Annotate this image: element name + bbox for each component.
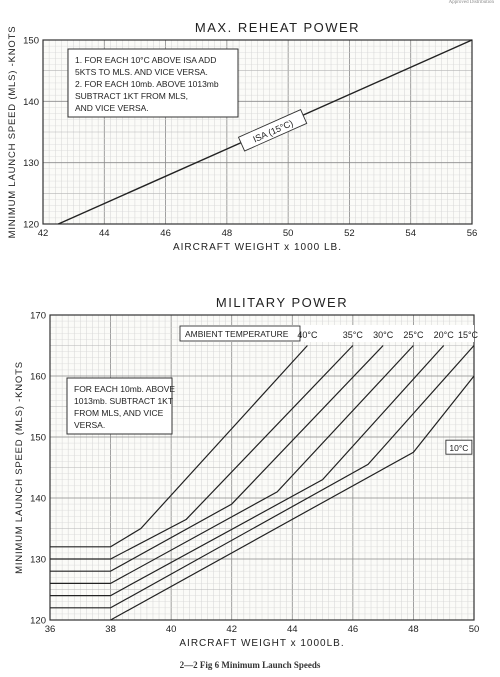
legend: AMBIENT TEMPERATURE 40°C 35°C 30°C 25°C 20°C 1… [179, 325, 479, 342]
series-line-15c [50, 345, 475, 609]
series-line-10c [110, 375, 475, 621]
header-corner-text: Approved Distribution [448, 0, 494, 5]
plot-frame [42, 39, 473, 225]
legend-title-box [179, 325, 301, 342]
x-tick-label: 52 [344, 228, 355, 239]
series-label-box-10c [445, 439, 473, 455]
x-tick-label: 46 [348, 624, 359, 635]
legend-label-40c: 40°C [297, 330, 318, 340]
military-power-chart: 36 38 40 42 44 46 48 50 120 130 140 150 160 170 MILITA… [14, 295, 480, 649]
x-tick-label: 44 [287, 624, 298, 635]
series-line-40c [50, 345, 308, 548]
x-tick-label: 42 [38, 228, 49, 239]
x-tick-label: 40 [166, 624, 177, 635]
note-line: 5KTS TO MLS. AND VICE VERSA. [75, 67, 208, 77]
legend-label-30c: 30°C [373, 330, 394, 340]
notes-box [66, 377, 173, 435]
x-tick-label: 48 [222, 228, 233, 239]
note-line: 2. FOR EACH 10mb. ABOVE 1013mb [75, 79, 219, 89]
legend-background [180, 325, 474, 342]
series-line-25c [50, 345, 414, 584]
y-tick-label: 120 [30, 616, 46, 627]
note-line: SUBTRACT 1KT FROM MLS, [75, 91, 188, 101]
chart-title: MAX. REHEAT POWER [195, 20, 360, 35]
y-tick-label: 160 [30, 372, 46, 383]
note-line: VERSA. [74, 420, 105, 430]
legend-label-25c: 25°C [403, 330, 424, 340]
y-tick-label: 140 [23, 97, 39, 108]
figure-caption: 2—2 Fig 6 Minimum Launch Speeds [179, 660, 321, 670]
series-label-10c: 10°C [449, 443, 468, 453]
x-tick-label: 42 [226, 624, 237, 635]
legend-label-35c: 35°C [343, 330, 364, 340]
max-reheat-power-chart: 42 44 46 48 50 52 54 56 120 130 140 150 MAX. REHEAT … [7, 20, 478, 253]
x-tick-label: 46 [160, 228, 171, 239]
y-axis-label: MINIMUM LAUNCH SPEED (MLS) -KNOTS [14, 361, 25, 574]
x-tick-label: 54 [405, 228, 416, 239]
series-label-box [237, 109, 308, 152]
x-tick-label: 48 [408, 624, 419, 635]
series-line-30c [50, 345, 384, 572]
x-axis-label: AIRCRAFT WEIGHT x 1000 LB. [173, 242, 342, 253]
y-tick-label: 130 [23, 158, 39, 169]
notes-box [67, 48, 239, 118]
x-tick-label: 56 [467, 228, 478, 239]
legend-label-15c: 15°C [458, 330, 479, 340]
x-tick-label: 50 [469, 624, 480, 635]
note-line: FOR EACH 10mb. ABOVE [74, 384, 175, 394]
note-line: 1013mb. SUBTRACT 1KT [74, 396, 173, 406]
y-tick-label: 120 [23, 220, 39, 231]
y-tick-label: 130 [30, 555, 46, 566]
y-axis-label: MINIMUM LAUNCH SPEED (MLS) -KNOTS [7, 26, 18, 239]
x-tick-label: 44 [99, 228, 110, 239]
series-line-20c [50, 345, 445, 597]
series-line-35c [50, 345, 354, 560]
y-tick-label: 170 [30, 311, 46, 322]
note-line: 1. FOR EACH 10°C ABOVE ISA ADD [75, 55, 216, 65]
note-line: AND VICE VERSA. [75, 103, 149, 113]
y-tick-label: 150 [30, 433, 46, 444]
chart-title: MILITARY POWER [216, 295, 348, 310]
legend-label-20c: 20°C [434, 330, 455, 340]
y-tick-label: 150 [23, 36, 39, 47]
x-tick-label: 38 [105, 624, 116, 635]
x-tick-label: 36 [45, 624, 56, 635]
plot-frame [49, 314, 475, 621]
x-tick-label: 50 [283, 228, 294, 239]
note-line: FROM MLS, AND VICE [74, 408, 164, 418]
legend-title: AMBIENT TEMPERATURE [185, 329, 289, 339]
y-tick-label: 140 [30, 494, 46, 505]
x-axis-label: AIRCRAFT WEIGHT x 1000LB. [179, 638, 344, 649]
